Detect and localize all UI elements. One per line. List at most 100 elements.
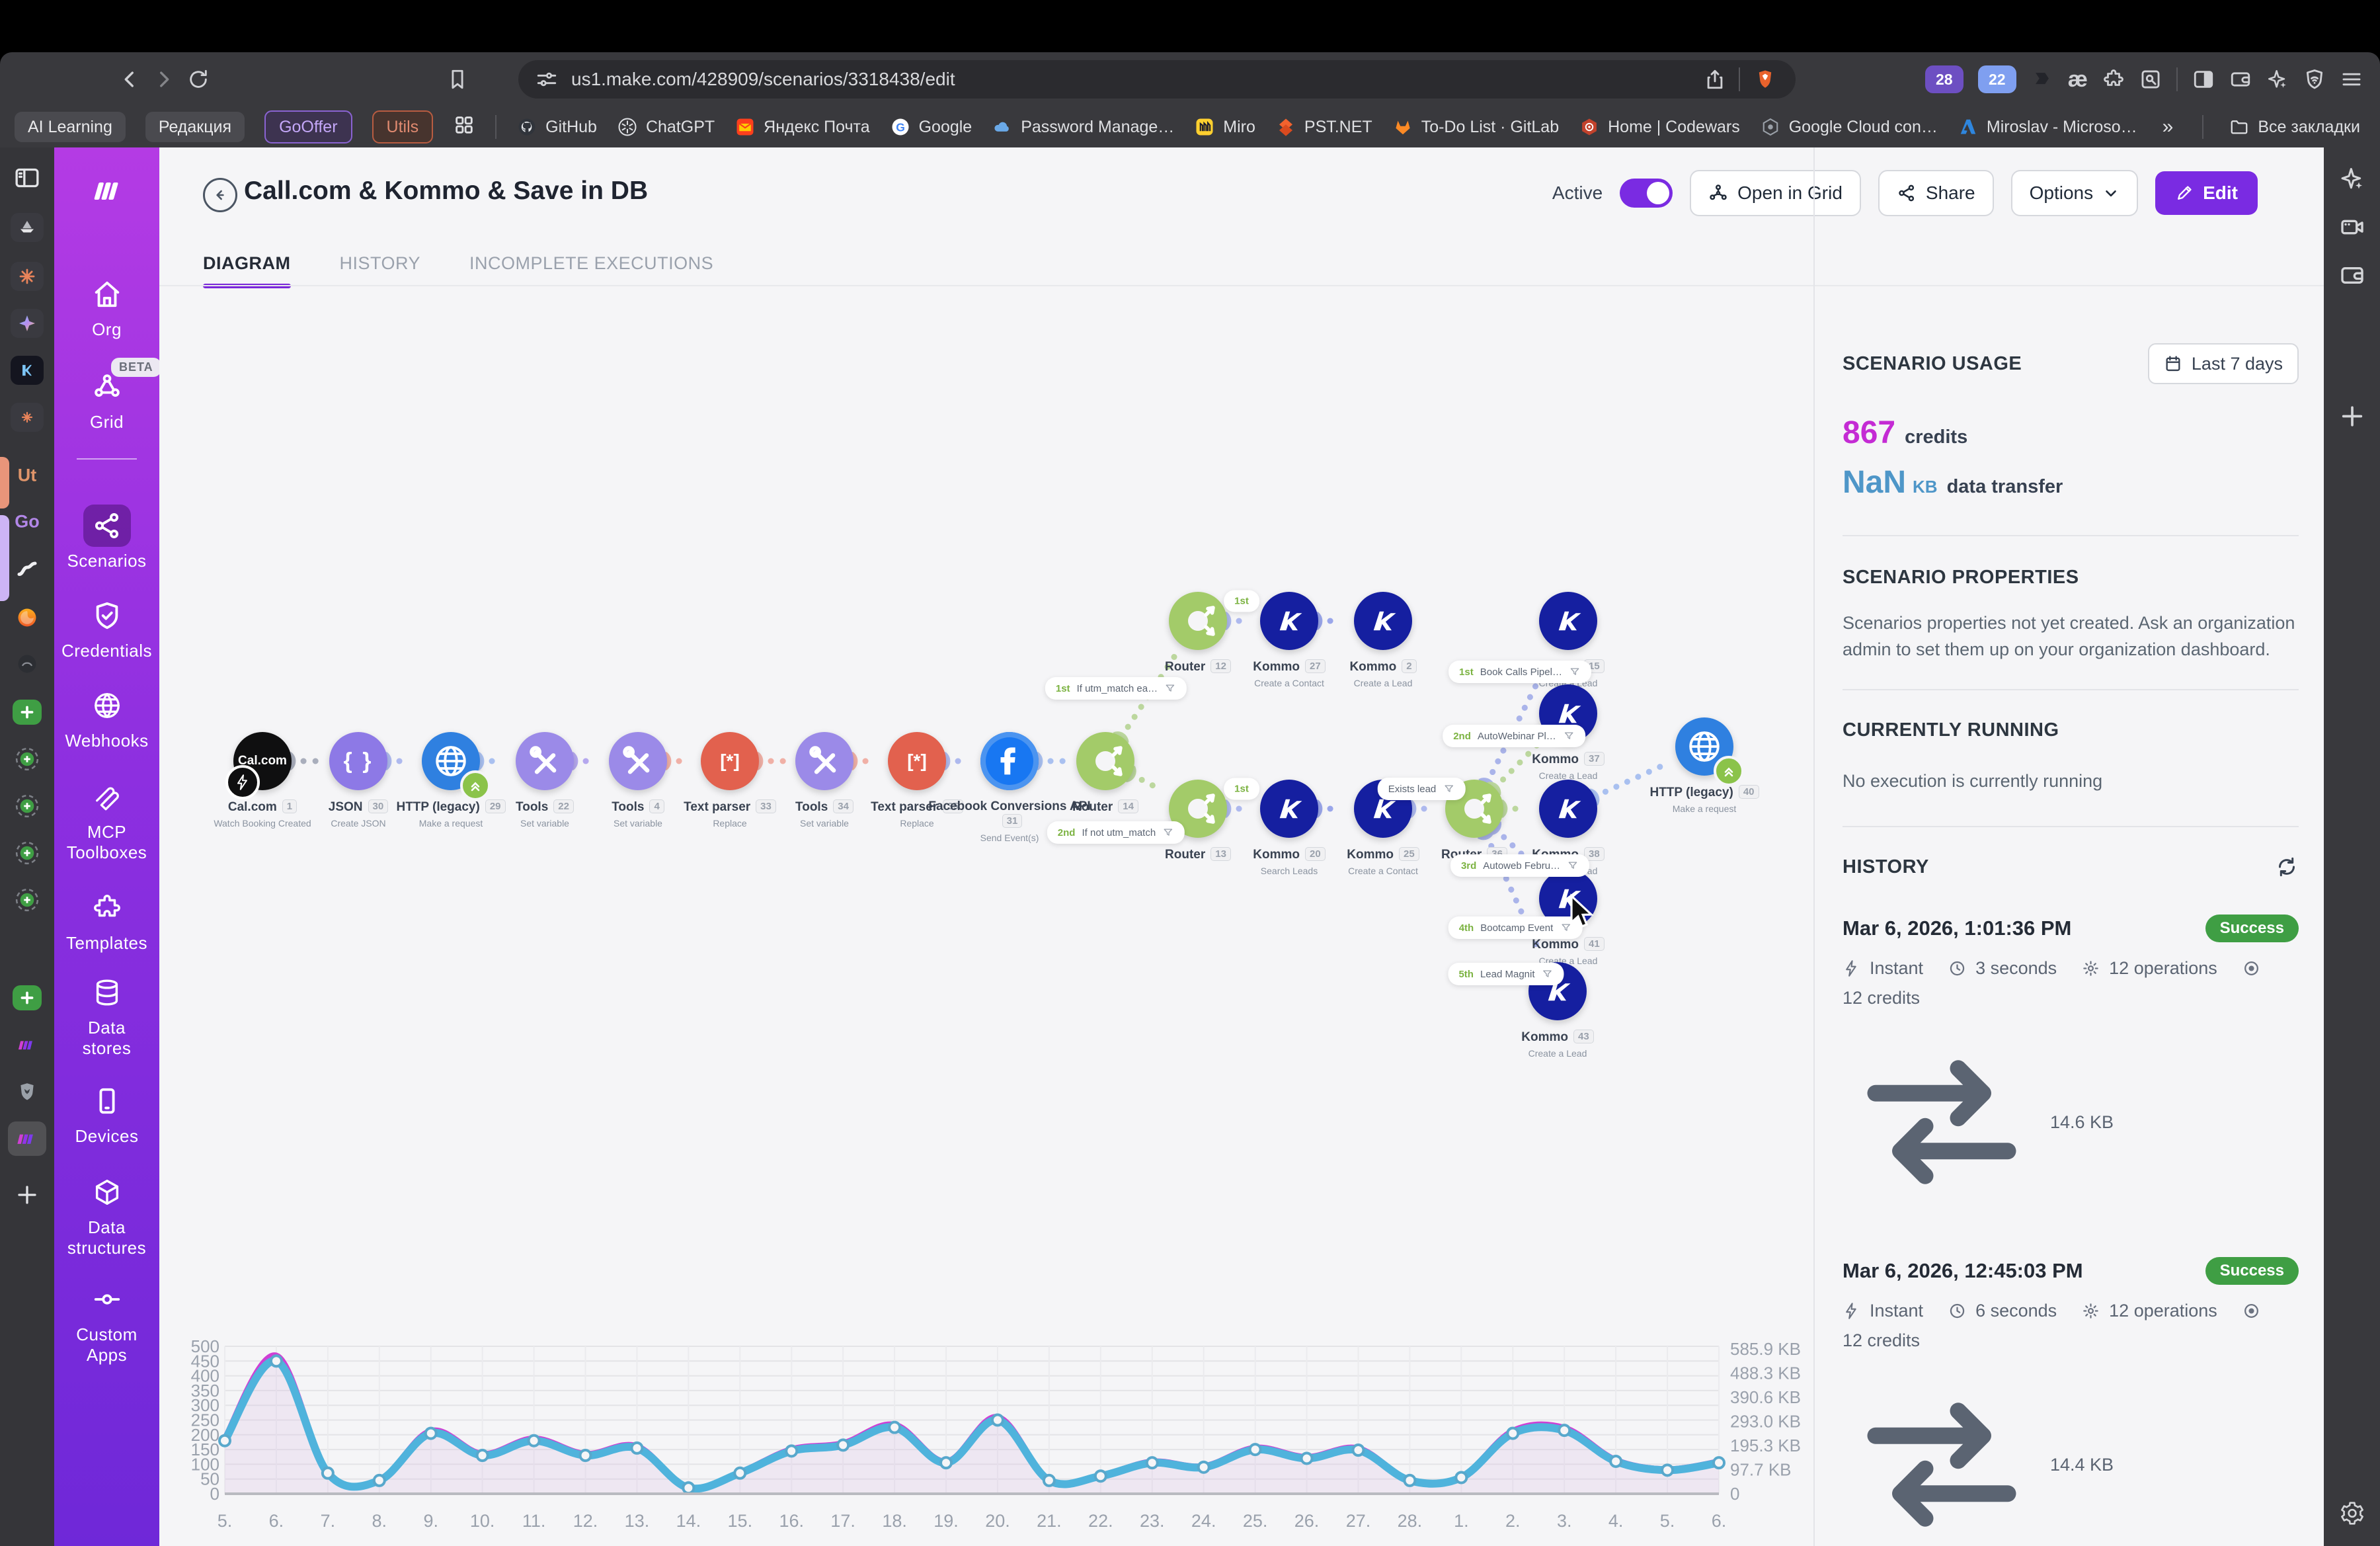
module-kommo-15[interactable] xyxy=(1539,592,1597,650)
share-ios-icon[interactable] xyxy=(1703,62,1727,97)
workspace-pill[interactable]: AI Learning xyxy=(15,112,126,142)
route-filter-pill[interactable]: 2nd AutoWebinar Pl… xyxy=(1443,725,1585,747)
bookmark-item[interactable]: G Google xyxy=(890,116,972,138)
wallet-icon[interactable] xyxy=(2339,263,2365,292)
bookmark-item[interactable]: Google Cloud con… xyxy=(1760,116,1938,138)
module-cal-com-1[interactable]: Cal.com xyxy=(233,732,292,790)
puzzle-icon[interactable] xyxy=(2102,68,2125,91)
starburst-icon[interactable] xyxy=(11,262,44,291)
bookmark-item[interactable]: PST.NET xyxy=(1275,116,1372,138)
back-to-scenarios-button[interactable] xyxy=(203,178,237,212)
module-json-30[interactable]: { } xyxy=(329,732,387,790)
sidebar-item-grid[interactable]: Grid xyxy=(54,366,159,432)
module-facebook-conversions-api-31[interactable] xyxy=(980,732,1039,790)
tab-diagram[interactable]: DIAGRAM xyxy=(203,253,291,288)
module-text-parser-33[interactable]: [*] xyxy=(701,732,759,790)
sparkle-icon[interactable] xyxy=(2266,68,2289,91)
route-filter-pill[interactable]: 1st Book Calls Pipel… xyxy=(1448,661,1591,683)
module-tools-22[interactable] xyxy=(516,732,574,790)
route-filter-pill[interactable]: 1st xyxy=(1224,778,1259,800)
k-tile-icon[interactable] xyxy=(11,356,44,385)
history-entry[interactable]: Mar 6, 2026, 12:45:03 PM Success Instant 6 … xyxy=(1843,1257,2299,1546)
boat-tile-icon[interactable] xyxy=(11,213,44,242)
route-filter-pill[interactable]: 1st xyxy=(1224,590,1259,612)
share-button[interactable]: Share xyxy=(1878,170,1994,216)
sidebar-item-scenarios[interactable]: Scenarios xyxy=(54,505,159,571)
bookmarks-overflow-chevron[interactable]: » xyxy=(2162,116,2174,138)
plus-icon[interactable] xyxy=(2339,403,2365,433)
wallet-icon[interactable] xyxy=(2229,68,2252,91)
bookmark-item[interactable]: Miro xyxy=(1194,116,1255,138)
module-kommo-20[interactable] xyxy=(1260,780,1318,838)
back-icon[interactable] xyxy=(112,62,147,97)
tab-handle-orange[interactable] xyxy=(0,457,9,509)
brave-icon[interactable] xyxy=(16,1080,38,1103)
bookmark-item[interactable]: To-Do List · GitLab xyxy=(1392,116,1559,138)
starburst-small-icon[interactable] xyxy=(11,403,44,432)
history-entry[interactable]: Mar 6, 2026, 1:01:36 PM Success Instant 3 s… xyxy=(1843,915,2299,1221)
plus-icon[interactable] xyxy=(15,1183,39,1207)
route-filter-pill[interactable]: 4th Bootcamp Event xyxy=(1448,916,1583,939)
sidebar-item-org[interactable]: Org xyxy=(54,273,159,340)
date-range-button[interactable]: Last 7 days xyxy=(2147,343,2299,384)
all-bookmarks-button[interactable]: Все закладки xyxy=(2229,116,2360,138)
sidebar-item-data-stores[interactable]: Data stores xyxy=(54,971,159,1059)
green-plus-icon[interactable] xyxy=(15,840,40,866)
bookmark-flag-icon[interactable] xyxy=(440,62,475,97)
route-filter-pill[interactable]: 3rd Autoweb Febru… xyxy=(1450,854,1590,877)
sidebar-toggle-icon[interactable] xyxy=(13,165,42,191)
route-filter-pill[interactable]: 2nd If not utm_match xyxy=(1047,821,1185,844)
bookmark-item[interactable]: Miroslav - Microso… xyxy=(1958,116,2137,138)
sidebar-item-mcp-toolboxes[interactable]: MCP Toolboxes xyxy=(54,776,159,863)
reader-icon[interactable] xyxy=(2139,68,2162,91)
sidebar-item-data-structures[interactable]: Data structures xyxy=(54,1171,159,1258)
green-plus-icon[interactable] xyxy=(15,887,40,913)
gradient-star-icon[interactable] xyxy=(11,309,44,338)
module-tools-34[interactable] xyxy=(795,732,853,790)
tab-handle-purple[interactable] xyxy=(0,515,9,601)
sparkle-icon[interactable] xyxy=(2339,166,2365,196)
module-tools-4[interactable] xyxy=(609,732,667,790)
extension-badge[interactable]: 22 xyxy=(1977,65,2016,93)
module-router-14[interactable] xyxy=(1076,732,1134,790)
route-filter-pill[interactable]: 5th Lead Magnit xyxy=(1448,963,1564,985)
shield-wifi-icon[interactable] xyxy=(2303,68,2326,91)
menu-icon[interactable] xyxy=(2340,68,2363,91)
open-book-icon[interactable] xyxy=(2339,356,2365,386)
workspace-pill[interactable]: GoOffer xyxy=(264,110,352,143)
make-logo-small-icon[interactable] xyxy=(16,1034,38,1056)
dark-ext-icon[interactable] xyxy=(2031,68,2053,91)
active-toggle[interactable] xyxy=(1620,179,1673,208)
text-go[interactable]: Go xyxy=(15,511,40,532)
book-bookmark-icon[interactable] xyxy=(2339,309,2365,339)
module-kommo-27[interactable] xyxy=(1260,592,1318,650)
workspace-pill[interactable]: Редакция xyxy=(145,112,245,142)
curve-icon[interactable] xyxy=(15,557,39,581)
options-button[interactable]: Options xyxy=(2010,170,2139,216)
bookmark-item[interactable]: ChatGPT xyxy=(617,116,715,138)
green-plus-icon[interactable] xyxy=(15,747,40,772)
edit-button[interactable]: Edit xyxy=(2155,171,2258,215)
sidebar-item-templates[interactable]: Templates xyxy=(54,887,159,954)
extension-badge[interactable]: 28 xyxy=(1924,65,1964,93)
route-filter-pill[interactable]: Exists lead xyxy=(1377,778,1466,800)
refresh-icon[interactable] xyxy=(2275,855,2299,879)
sidebar-item-custom-apps[interactable]: Custom Apps xyxy=(54,1278,159,1365)
make-active-tab-icon[interactable] xyxy=(8,1121,46,1156)
url-text[interactable]: us1.make.com/428909/scenarios/3318438/ed… xyxy=(571,69,955,89)
workspace-grid-icon[interactable] xyxy=(453,114,475,141)
grafana-icon[interactable] xyxy=(16,606,38,629)
module-kommo-2[interactable] xyxy=(1354,592,1412,650)
green-plus-icon[interactable] xyxy=(15,793,40,819)
sidebar-item-credentials[interactable]: Credentials xyxy=(54,594,159,661)
tab-history[interactable]: HISTORY xyxy=(339,253,421,273)
green-tile-icon[interactable] xyxy=(13,700,42,725)
sidebar-item-webhooks[interactable]: Webhooks xyxy=(54,684,159,751)
brave-shield-icon[interactable] xyxy=(1752,62,1778,97)
module-text-parser-35[interactable]: [*] xyxy=(888,732,946,790)
bookmark-item[interactable]: GitHub xyxy=(516,116,597,138)
workspace-pill[interactable]: Utils xyxy=(372,110,434,143)
route-filter-pill[interactable]: 1st If utm_match ea… xyxy=(1045,677,1187,700)
make-logo[interactable] xyxy=(54,174,159,208)
tab-incomplete-executions[interactable]: INCOMPLETE EXECUTIONS xyxy=(469,253,714,273)
